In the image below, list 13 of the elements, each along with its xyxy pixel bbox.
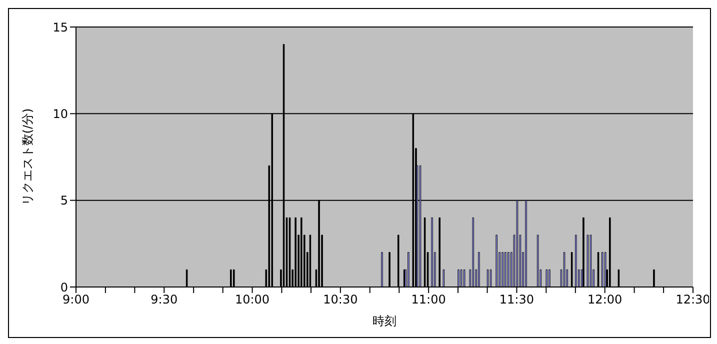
x-tick-label: 12:00 bbox=[588, 292, 622, 307]
x-tick-label: 10:30 bbox=[323, 292, 358, 307]
x-axis-title: 時刻 bbox=[372, 314, 396, 328]
y-tick-label: 5 bbox=[60, 194, 68, 208]
y-tick-label: 0 bbox=[60, 280, 68, 294]
x-tick-label: 9:30 bbox=[150, 292, 178, 307]
x-tick-label: 10:00 bbox=[234, 292, 270, 307]
y-axis-title: リクエスト数(/分) bbox=[20, 108, 34, 206]
y-tick-label: 15 bbox=[52, 20, 68, 34]
x-tick-label: 11:30 bbox=[499, 292, 534, 307]
x-tick-label: 11:00 bbox=[411, 292, 446, 307]
x-tick-label: 9:00 bbox=[62, 292, 90, 307]
y-tick-label: 10 bbox=[52, 106, 68, 121]
